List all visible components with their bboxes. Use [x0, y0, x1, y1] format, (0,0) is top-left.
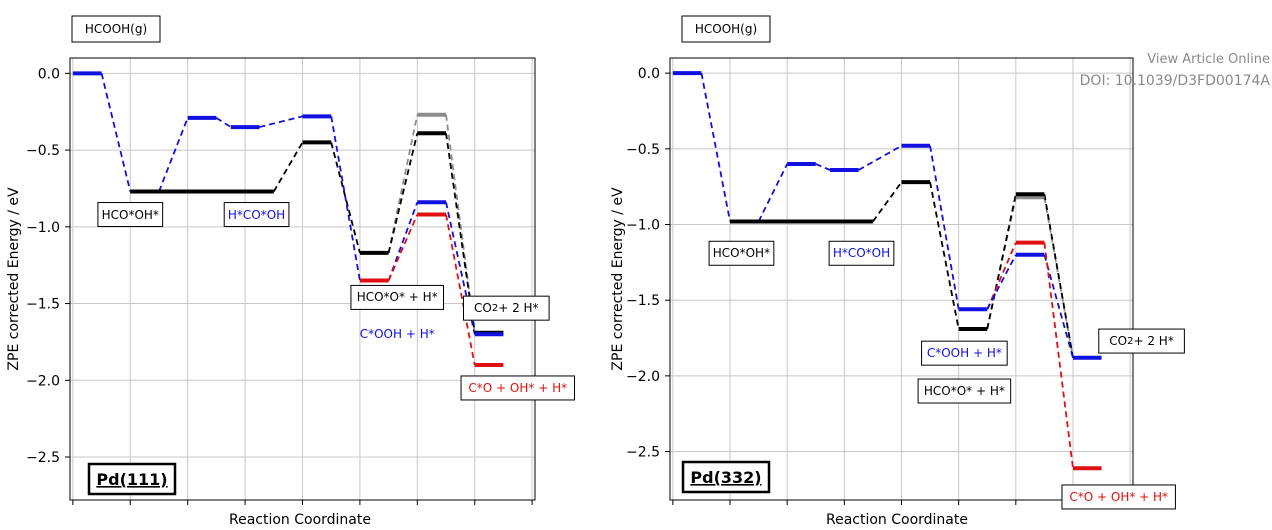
- surface-label-box: [87, 462, 177, 496]
- reactant-label-box: [681, 15, 771, 43]
- annotation-label: C*OOH + H*: [926, 346, 1002, 361]
- x-axis-label: Reaction Coordinate: [826, 512, 968, 528]
- annotation-text: H*CO*OH: [832, 246, 891, 261]
- connector-blue: [929, 145, 960, 310]
- annotation-box: [921, 340, 1008, 366]
- connector-black: [986, 194, 1017, 330]
- y-tick-label: 0.0: [638, 66, 660, 82]
- y-tick-label: −1.0: [26, 220, 60, 236]
- annotation-text: H*CO*OH: [227, 207, 286, 222]
- annotation-label: HCO*OH*: [101, 207, 159, 222]
- annotation-box: [1098, 328, 1185, 354]
- y-tick-label: −2.5: [626, 445, 660, 461]
- annotation-label: C*O + OH* + H*: [468, 380, 568, 395]
- y-tick-label: −1.5: [26, 297, 60, 313]
- surface-label: Pd(111): [96, 470, 167, 489]
- connector-blue: [815, 163, 831, 171]
- reactant-label: HCOOH(g): [85, 22, 147, 36]
- annotation-box: [462, 295, 550, 321]
- annotation-text: C*OOH + H*: [359, 327, 435, 342]
- y-axis-label: ZPE corrected Energy / eV: [610, 187, 626, 371]
- annotation-text: C*OOH + H*: [926, 346, 1002, 361]
- y-tick-label: 0.0: [38, 66, 60, 82]
- y-axis-label: ZPE corrected Energy / eV: [6, 187, 22, 371]
- y-tick-label: −2.0: [26, 373, 60, 389]
- plot-frame: [69, 57, 536, 501]
- annotation-box: [223, 202, 290, 228]
- connector-black: [445, 133, 476, 333]
- connector-blue: [1043, 254, 1074, 358]
- connector-black: [872, 181, 903, 223]
- annotation-label: C*OOH + H*: [359, 327, 435, 342]
- connector-blue: [757, 163, 788, 222]
- connector-blue: [700, 72, 731, 222]
- y-tick-label: −1.5: [626, 293, 660, 309]
- surface-label: Pd(332): [690, 468, 761, 487]
- annotation-text: CO 2 + 2 H*: [474, 301, 539, 316]
- annotation-box: [97, 202, 164, 228]
- connector-blue: [330, 116, 361, 281]
- annotation-text: HCO*O* + H*: [923, 384, 1005, 398]
- view-article-online-link[interactable]: View Article Online: [1147, 52, 1270, 67]
- annotation-label: CO 2 + 2 H*: [474, 301, 539, 316]
- annotation-box: [350, 284, 445, 310]
- annotation-box: [708, 240, 775, 266]
- connector-blue: [858, 145, 902, 171]
- connector-red: [387, 214, 419, 281]
- annotation-label: CO 2 + 2 H*: [1109, 334, 1174, 349]
- annotation-text: HCO*OH*: [101, 207, 159, 222]
- annotation-text: C*O + OH* + H*: [468, 380, 568, 395]
- plot-frame: [669, 57, 1134, 501]
- annotation-box: [828, 240, 895, 266]
- reactant-label-box: [71, 15, 161, 43]
- annotation-label: H*CO*OH: [227, 207, 286, 222]
- annotation-label: C*O + OH* + H*: [1069, 489, 1169, 504]
- chart-0: 0.0 −0.5 −1.0 −1.5 −2.0 −2.5 HCO*OH* H*CO*OH HCO…: [6, 15, 575, 528]
- y-tick-label: −1.0: [626, 218, 660, 234]
- annotation-text: HCO*OH*: [712, 246, 771, 261]
- connector-blue: [215, 117, 232, 128]
- connector-black: [1043, 194, 1074, 358]
- annotation-box: [460, 375, 575, 401]
- annotation-box: [1061, 484, 1176, 510]
- y-tick-label: −2.0: [626, 369, 660, 385]
- y-tick-label: −0.5: [626, 142, 660, 158]
- connector-blue: [100, 73, 132, 192]
- connector-black: [387, 132, 419, 254]
- doi-watermark: DOI: 10.1039/D3FD00174A: [1079, 73, 1270, 89]
- connector-blue: [158, 117, 189, 192]
- annotation-box: [917, 378, 1012, 404]
- annotation-label: H*CO*OH: [832, 246, 891, 261]
- x-axis-label: Reaction Coordinate: [229, 512, 371, 528]
- connector-red: [986, 242, 1017, 310]
- connector-black: [330, 142, 361, 254]
- annotation-label: HCO*O* + H*: [923, 384, 1005, 398]
- annotation-label: HCO*OH*: [712, 246, 771, 261]
- annotation-text: CO 2 + 2 H*: [1109, 334, 1174, 349]
- connector-black: [929, 181, 960, 330]
- y-tick-label: −0.5: [26, 143, 60, 159]
- connector-blue: [259, 115, 303, 128]
- y-tick-label: −2.5: [26, 450, 60, 466]
- connector-red: [445, 214, 476, 366]
- connector-red: [1043, 242, 1074, 469]
- reactant-label: HCOOH(g): [695, 22, 757, 36]
- annotation-text: HCO*O* + H*: [356, 290, 438, 305]
- annotation-text: C*O + OH* + H*: [1069, 489, 1169, 504]
- surface-label-box: [681, 460, 771, 494]
- connector-blue: [986, 254, 1017, 310]
- chart-1: 0.0 −0.5 −1.0 −1.5 −2.0 −2.5 HCO*OH* H*CO*OH C*O…: [610, 15, 1185, 528]
- annotation-label: HCO*O* + H*: [356, 290, 438, 305]
